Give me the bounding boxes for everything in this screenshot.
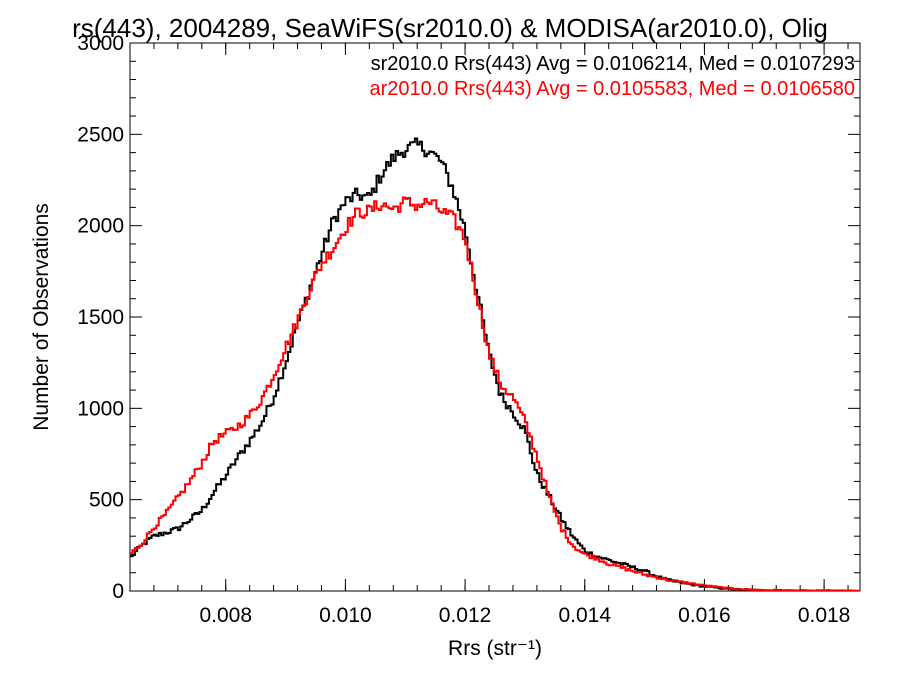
x-tick-labels: 0.008 0.010 0.012 0.014 0.016 0.018 bbox=[199, 604, 850, 627]
axis-ticks bbox=[129, 42, 860, 592]
x-axis-label: Rrs (str⁻¹) bbox=[448, 637, 542, 660]
legend-entry-ar2010: ar2010.0 Rrs(443) Avg = 0.0105583, Med =… bbox=[369, 78, 855, 100]
x-tick-label: 0.014 bbox=[558, 604, 611, 627]
legend-entry-sr2010: sr2010.0 Rrs(443) Avg = 0.0106214, Med =… bbox=[371, 53, 855, 75]
y-tick-label: 3000 bbox=[77, 32, 124, 55]
y-tick-label: 1000 bbox=[77, 397, 124, 420]
x-tick-label: 0.008 bbox=[199, 604, 252, 627]
x-tick-label: 0.012 bbox=[439, 604, 492, 627]
x-tick-label: 0.016 bbox=[678, 604, 731, 627]
y-tick-label: 1500 bbox=[77, 306, 124, 329]
y-tick-label: 500 bbox=[89, 489, 124, 512]
y-tick-label: 0 bbox=[112, 580, 124, 603]
y-axis-label: Number of Observations bbox=[30, 203, 53, 431]
x-tick-label: 0.010 bbox=[319, 604, 372, 627]
y-tick-label: 2500 bbox=[77, 123, 124, 146]
series-sr2010-line bbox=[130, 137, 860, 591]
y-tick-labels: 0 500 1000 1500 2000 2500 3000 bbox=[77, 32, 124, 603]
x-tick-label: 0.018 bbox=[798, 604, 851, 627]
series-ar2010-line bbox=[130, 196, 860, 591]
chart-title: rs(443), 2004289, SeaWiFS(sr2010.0) & MO… bbox=[72, 13, 828, 43]
plot-frame bbox=[129, 42, 861, 592]
series-group bbox=[130, 137, 860, 591]
y-tick-label: 2000 bbox=[77, 215, 124, 238]
